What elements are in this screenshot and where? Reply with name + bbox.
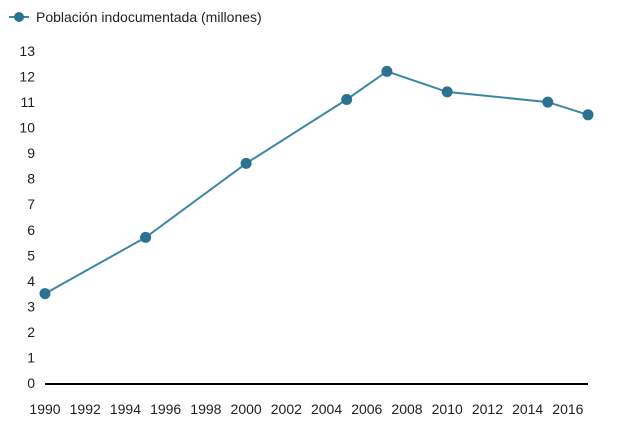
x-tick-label: 2008 (391, 401, 422, 417)
data-point (140, 231, 152, 243)
series-line (44, 70, 589, 295)
data-point (441, 86, 453, 98)
y-tick-label: 3 (27, 298, 35, 314)
y-tick-label: 4 (27, 273, 35, 289)
data-point (341, 94, 353, 105)
x-tick-label: 2016 (552, 401, 583, 417)
y-tick-label: 10 (19, 120, 35, 136)
y-tick-label: 2 (27, 324, 35, 340)
x-tick-label: 2004 (311, 401, 342, 417)
x-tick-label: 1994 (110, 401, 141, 417)
y-tick-label: 9 (27, 145, 35, 161)
data-point (381, 65, 393, 77)
y-tick-label: 5 (27, 247, 35, 263)
x-tick-label: 1996 (150, 401, 181, 417)
x-tick-label: 2000 (231, 401, 262, 417)
y-tick-label: 11 (20, 94, 35, 110)
x-tick-label: 1998 (190, 401, 221, 417)
legend-label: Población indocumentada (millones) (36, 9, 262, 25)
x-axis-tick-labels: 1990 1992 1994 1996 1998 2000 2002 2004 2006 2008… (29, 401, 583, 417)
y-tick-label: 13 (19, 43, 35, 59)
data-point (582, 109, 594, 121)
y-tick-label: 1 (27, 349, 35, 365)
x-tick-label: 2014 (512, 401, 543, 417)
data-points (39, 65, 594, 300)
y-tick-label: 8 (27, 171, 35, 187)
y-tick-label: 0 (27, 375, 35, 391)
x-tick-label: 2012 (472, 401, 503, 417)
data-point (542, 96, 554, 108)
legend: Población indocumentada (millones) (9, 9, 262, 25)
data-point (240, 157, 252, 169)
data-point (39, 288, 51, 300)
y-tick-label: 12 (19, 69, 35, 85)
x-tick-label: 2006 (351, 401, 382, 417)
legend-dot-marker (14, 12, 24, 22)
x-tick-label: 2010 (432, 401, 463, 417)
x-tick-label: 2002 (271, 401, 302, 417)
y-tick-label: 6 (27, 222, 35, 238)
y-tick-label: 7 (27, 196, 35, 212)
x-tick-label: 1992 (70, 401, 101, 417)
x-tick-label: 1990 (29, 401, 60, 417)
